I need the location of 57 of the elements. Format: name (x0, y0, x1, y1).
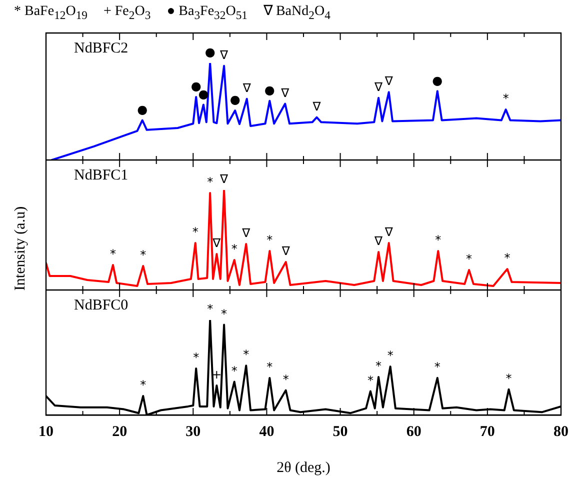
annotation: * (466, 252, 472, 266)
annotation: * (231, 242, 238, 256)
annotation: * (376, 359, 382, 374)
x-tick-label: 80 (554, 424, 568, 440)
annotation: ∇ (242, 81, 252, 96)
text: * BaFe$_{12}$O$_{19}$ (14, 4, 88, 22)
text: + Fe$_{2}$O$_{3}$ (104, 4, 151, 22)
annotation: * (282, 372, 289, 386)
annotation: * (110, 247, 116, 262)
annotation: ∇ (280, 86, 290, 100)
x-tick-label: 10 (38, 424, 54, 440)
annotation: ∇ (384, 225, 394, 240)
annotation: ∇ (219, 172, 230, 186)
annotation: * (231, 364, 238, 378)
annotation: * (243, 348, 250, 362)
annotation: * (387, 348, 394, 363)
annotation: * (367, 373, 374, 388)
annotation: * (434, 360, 440, 374)
text: ∇ BaNd$_{2}$O$_{4}$ (263, 4, 330, 22)
annotation: ∇ (312, 99, 322, 114)
legend-label: NdBFC0 (74, 297, 128, 314)
annotation: ● (264, 82, 275, 97)
annotation: ● (204, 45, 216, 60)
text: NdBFC2 (74, 40, 128, 56)
annotation: ∇ (384, 74, 394, 88)
annotation: ∇ (280, 244, 291, 258)
annotation: * (504, 251, 510, 266)
annotation: * (207, 302, 214, 316)
text: NdBFC1 (74, 167, 128, 184)
x-tick-label: 30 (186, 424, 201, 440)
annotation: * (192, 225, 198, 240)
annotation: ∇ (374, 80, 384, 94)
y-axis-title: Intensity (a.u) (12, 205, 30, 293)
annotation: ● (137, 102, 148, 116)
annotation: * (140, 248, 146, 262)
annotation: * (435, 233, 442, 248)
annotation: * (266, 360, 273, 374)
annotation: * (506, 371, 512, 386)
x-tick-label: 50 (332, 424, 348, 440)
annotation: ∇ (241, 226, 252, 240)
annotation: ● (432, 73, 443, 88)
annotation: ● (230, 92, 240, 107)
x-tick-label: 60 (406, 424, 422, 440)
x-axis-title: 2θ (deg.) (276, 460, 330, 476)
annotation: * (193, 350, 200, 365)
annotation: * (207, 175, 214, 190)
annotation: * (502, 92, 509, 106)
annotation: * (140, 378, 146, 392)
annotation: ∇ (212, 236, 222, 250)
annotation: ∇ (219, 48, 230, 62)
x-tick-label: 40 (259, 424, 274, 440)
annotation: * (221, 306, 228, 321)
annotation: * (266, 233, 273, 248)
x-tick-label: 70 (480, 424, 495, 440)
annotation: ∇ (374, 234, 384, 248)
text: ● Ba$_{3}$Fe$_{32}$O$_{51}$ (166, 4, 248, 22)
x-tick-label: 20 (112, 424, 128, 440)
